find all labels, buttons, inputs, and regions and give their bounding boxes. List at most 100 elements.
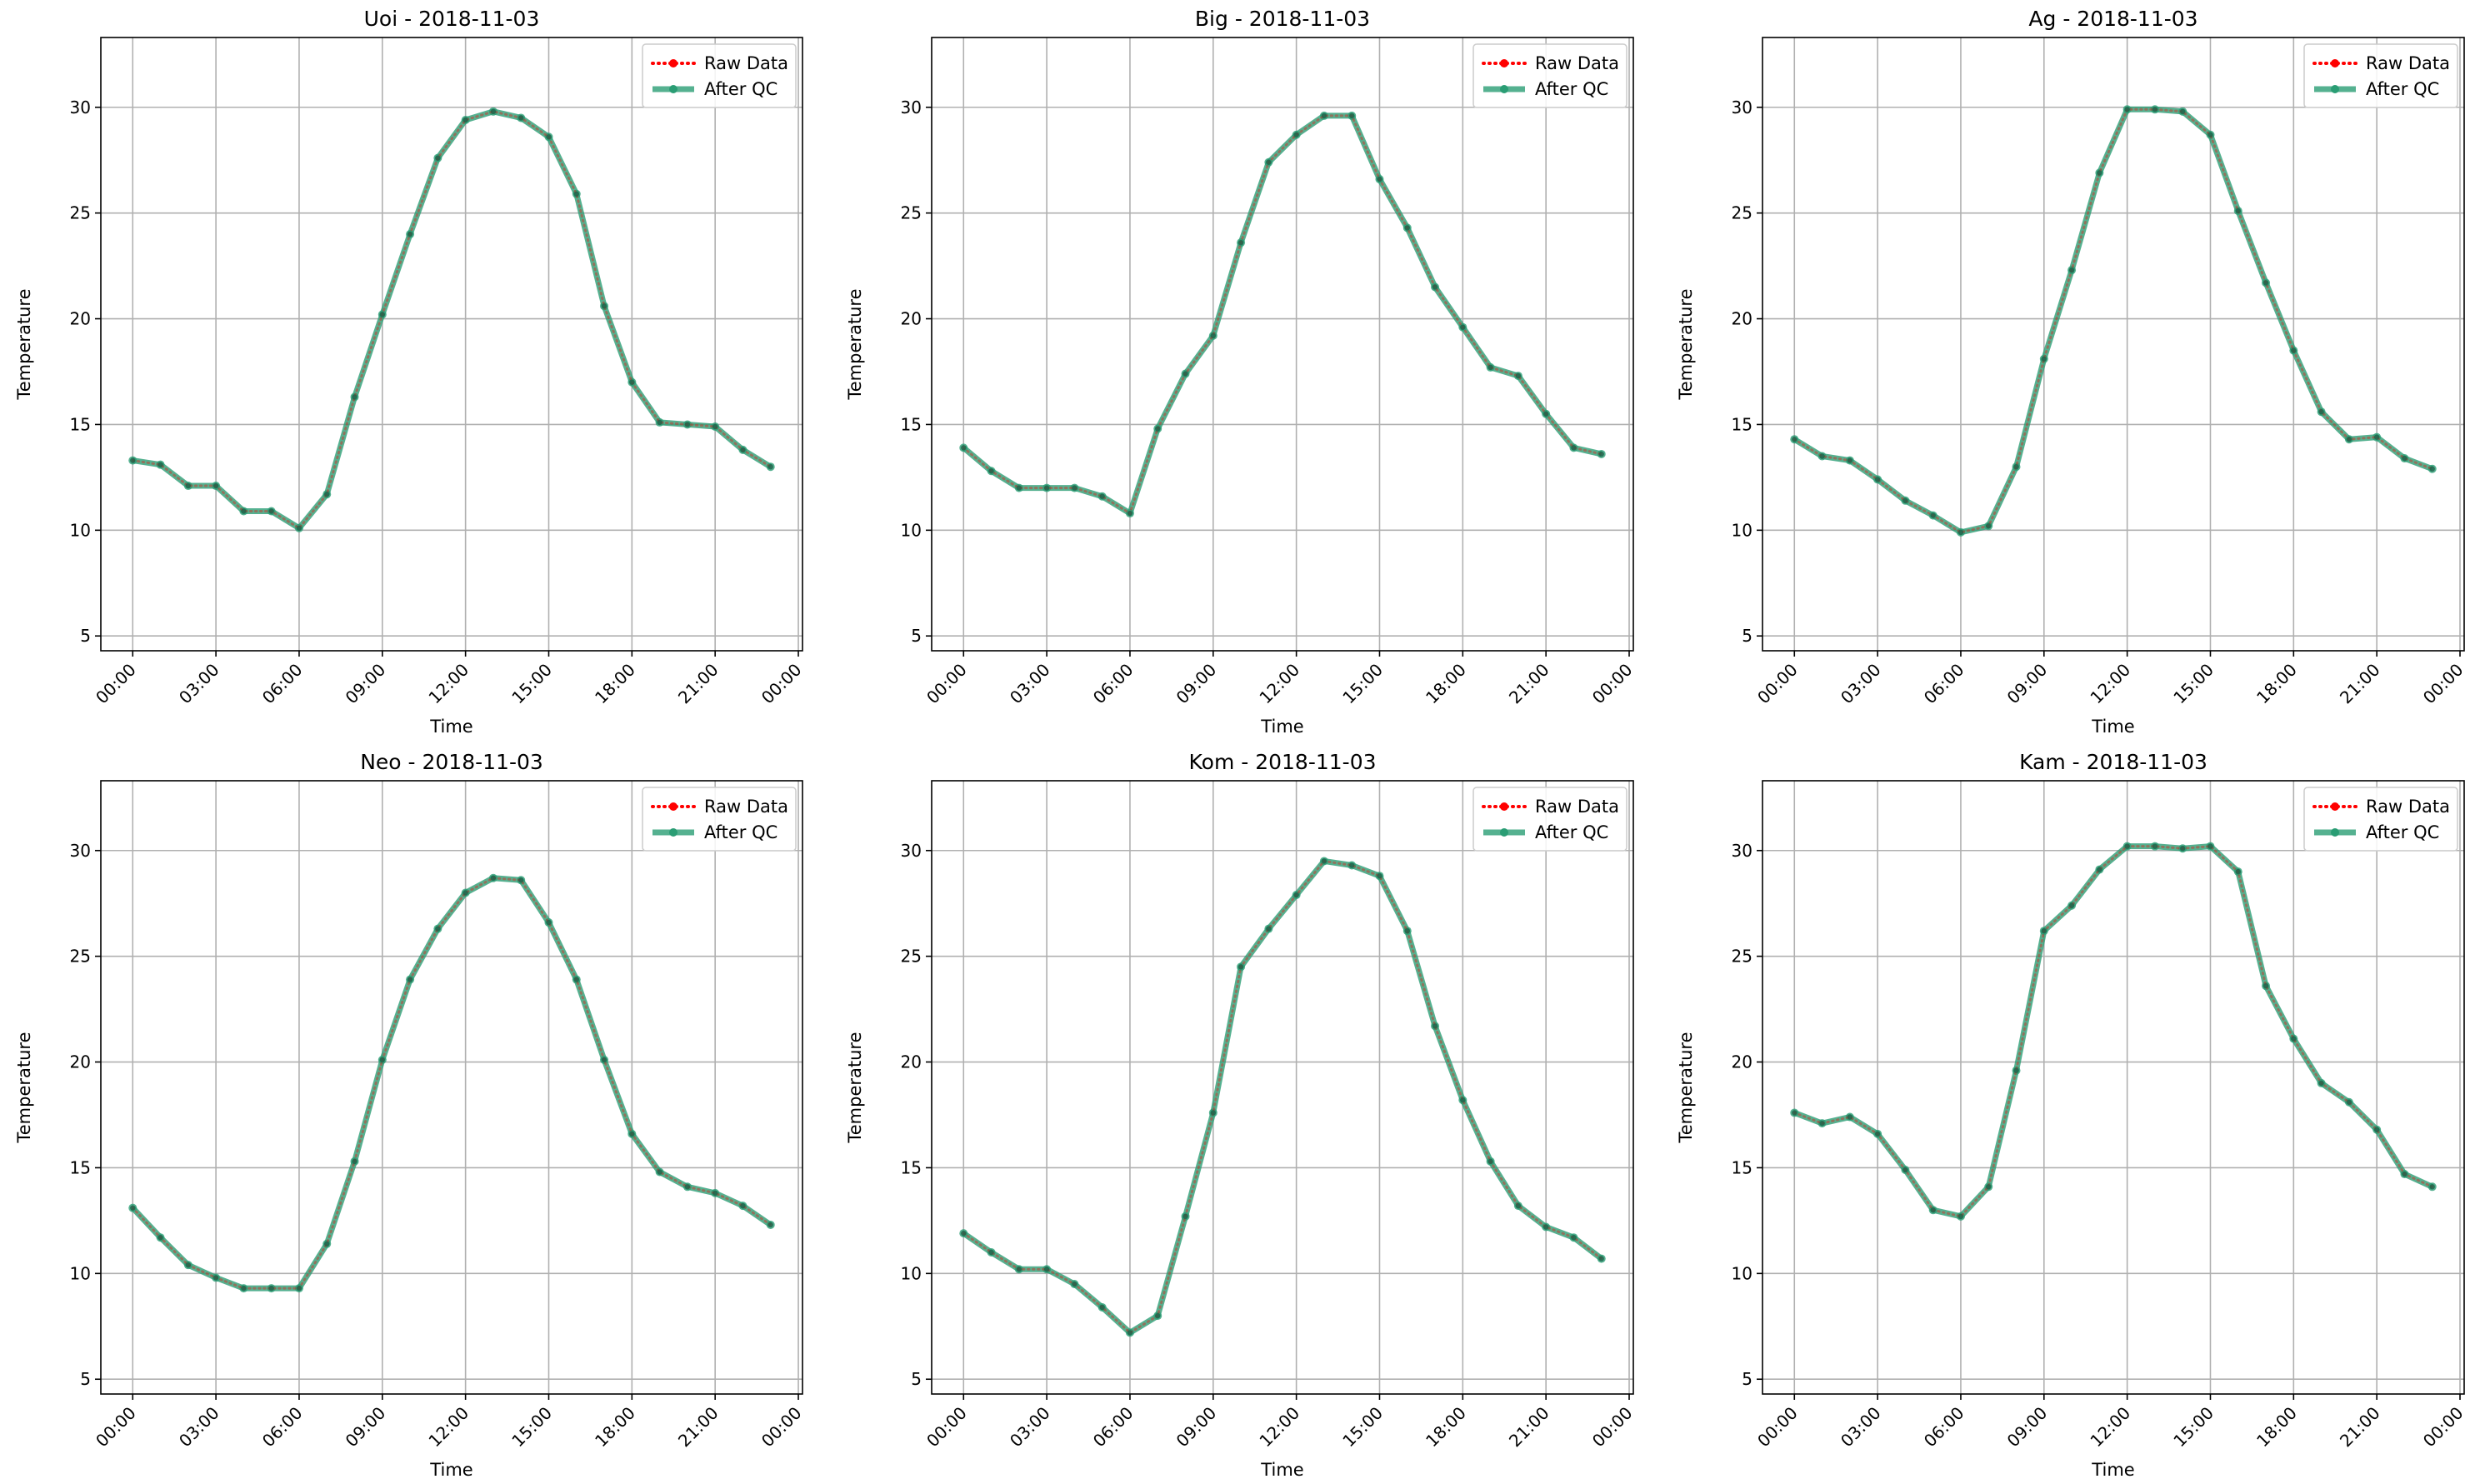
- chart-title: Ag - 2018-11-03: [2028, 7, 2198, 31]
- x-tick-label: 12:00: [2086, 660, 2134, 708]
- raw-data-point: [1598, 451, 1604, 457]
- y-tick-label: 25: [1732, 203, 1752, 223]
- raw-data-point: [1377, 176, 1382, 182]
- raw-data-point: [2041, 356, 2047, 362]
- x-tick-label: 00:00: [758, 1403, 806, 1452]
- series-raw-data-line: [962, 114, 1603, 516]
- legend: Raw Data After QC: [2303, 787, 2458, 852]
- chart-panel-1: Uoi - 2018-11-03 00:00 03:00 06:00 09:00 12:0…: [14, 7, 806, 737]
- chart-title: Uoi - 2018-11-03: [364, 7, 540, 31]
- x-tick-label: 15:00: [508, 660, 556, 708]
- raw-data-point: [768, 1222, 773, 1228]
- raw-data-point: [1930, 1207, 1936, 1213]
- y-tick-label: 5: [911, 1369, 922, 1389]
- series-raw-data-line: [131, 110, 772, 530]
- y-tick-label: 20: [1732, 1052, 1752, 1072]
- raw-data-point: [1958, 1213, 1964, 1220]
- y-tick-label: 10: [70, 1263, 91, 1283]
- raw-data-point: [740, 447, 746, 453]
- raw-data-point: [490, 875, 497, 881]
- x-axis-label: Time: [1260, 1460, 1303, 1480]
- y-tick-label: 30: [1732, 841, 1752, 861]
- raw-data-point: [1874, 477, 1881, 482]
- legend-after-qc-label: After QC: [2366, 822, 2439, 842]
- legend-raw-data-label: Raw Data: [1535, 797, 1619, 817]
- x-tick-label: 06:00: [258, 660, 307, 708]
- y-tick-label: 25: [901, 203, 922, 223]
- y-tick-label: 15: [1732, 414, 1752, 434]
- series-after-qc-line: [130, 875, 772, 1292]
- y-tick-label: 5: [80, 1369, 91, 1389]
- raw-data-point: [1349, 862, 1355, 868]
- raw-data-point: [1515, 372, 1522, 379]
- y-tick-label: 20: [1732, 309, 1752, 329]
- x-tick-label: 00:00: [2419, 660, 2468, 708]
- raw-data-point: [546, 134, 552, 140]
- x-axis-label: Time: [429, 717, 472, 737]
- chart-panel-2: Big - 2018-11-03 00:00 03:00 06:00 09:00 12:0…: [845, 7, 1637, 737]
- raw-data-point: [2013, 464, 2019, 470]
- series-after-qc-line: [1793, 843, 2434, 1220]
- raw-data-point: [1542, 411, 1549, 417]
- raw-data-point: [1043, 1267, 1050, 1272]
- raw-data-point: [1432, 1023, 1438, 1029]
- x-tick-label: 15:00: [1338, 660, 1387, 708]
- x-axis-label: Time: [2091, 717, 2134, 737]
- y-axis-label: Temperature: [845, 1032, 865, 1143]
- x-tick-label: 09:00: [342, 1403, 390, 1452]
- raw-data-point: [2346, 1099, 2352, 1105]
- raw-data-point: [1238, 239, 1244, 246]
- raw-data-point: [629, 1131, 635, 1137]
- raw-data-point: [1321, 112, 1328, 119]
- raw-data-point: [324, 1241, 330, 1247]
- raw-data-point: [1930, 512, 1936, 518]
- x-tick-label: 00:00: [1588, 660, 1637, 708]
- x-tick-label: 18:00: [1422, 660, 1470, 708]
- x-tick-label: 18:00: [591, 660, 639, 708]
- raw-data-point: [1127, 1330, 1133, 1336]
- raw-data-point: [1016, 1267, 1022, 1272]
- raw-data-point: [518, 877, 524, 883]
- x-tick-label: 00:00: [1588, 1403, 1637, 1452]
- legend: Raw Data After QC: [2303, 43, 2458, 108]
- grid: [101, 781, 802, 1394]
- raw-data-point: [462, 117, 468, 123]
- y-tick-label: 25: [901, 947, 922, 967]
- axes-frame: [931, 37, 1634, 652]
- x-tick-label: 00:00: [758, 660, 806, 708]
- x-tick-label: 03:00: [175, 660, 223, 708]
- legend-raw-data-marker: [669, 59, 678, 67]
- raw-data-point: [1155, 426, 1161, 432]
- raw-data-point: [407, 977, 413, 982]
- series-raw-data-line: [1792, 845, 2434, 1218]
- raw-data-point: [185, 1262, 192, 1268]
- raw-data-point: [185, 482, 192, 489]
- x-tick-label: 06:00: [1089, 1403, 1138, 1452]
- raw-data-point: [988, 1249, 994, 1256]
- y-tick-label: 15: [901, 414, 922, 434]
- legend: Raw Data After QC: [1472, 43, 1628, 108]
- y-tick-label: 10: [70, 520, 91, 540]
- x-tick-label: 09:00: [2003, 1403, 2052, 1452]
- y-tick-label: 30: [70, 97, 91, 117]
- y-tick-label: 25: [1732, 947, 1752, 967]
- raw-data-point: [407, 231, 413, 237]
- x-tick-label: 06:00: [1920, 660, 1968, 708]
- x-tick-label: 12:00: [424, 660, 472, 708]
- x-tick-label: 00:00: [922, 660, 971, 708]
- grid: [1762, 781, 2464, 1394]
- legend-after-qc-marker: [2331, 85, 2339, 93]
- raw-data-point: [2208, 843, 2213, 849]
- y-tick-label: 20: [901, 1052, 922, 1072]
- raw-data-point: [379, 1057, 385, 1063]
- series-raw-data-line: [131, 877, 772, 1290]
- raw-data-point: [2318, 1080, 2324, 1087]
- x-tick-label: 03:00: [1837, 660, 1885, 708]
- raw-data-point: [2291, 347, 2297, 353]
- raw-data-point: [2235, 868, 2241, 875]
- legend-raw-data-label: Raw Data: [2366, 53, 2450, 73]
- raw-data-point: [1958, 529, 1964, 536]
- raw-data-point: [212, 1275, 219, 1281]
- raw-data-point: [1460, 1097, 1466, 1103]
- chart-title: Neo - 2018-11-03: [360, 750, 543, 774]
